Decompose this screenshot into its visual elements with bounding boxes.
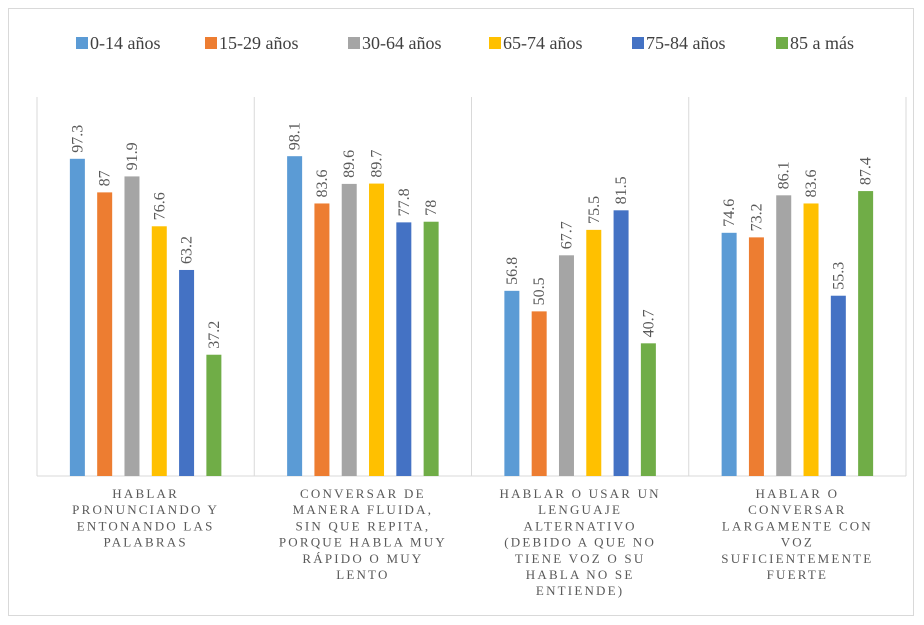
data-label: 55.3 bbox=[830, 262, 847, 290]
data-label: 89.7 bbox=[369, 150, 386, 178]
legend-label: 65-74 años bbox=[503, 33, 583, 53]
data-label: 67.7 bbox=[558, 221, 575, 249]
bar bbox=[314, 203, 330, 477]
bar bbox=[803, 203, 819, 477]
data-label: 89.6 bbox=[341, 150, 358, 178]
legend-swatch bbox=[348, 37, 360, 49]
bar bbox=[586, 229, 602, 476]
legend-swatch bbox=[632, 37, 644, 49]
data-label: 74.6 bbox=[721, 199, 738, 227]
bar bbox=[830, 295, 846, 476]
data-label: 73.2 bbox=[748, 203, 765, 231]
legend: 0-14 años 15-29 años 30-64 años 65-74 años 7… bbox=[76, 33, 854, 53]
bar bbox=[369, 183, 385, 476]
bar bbox=[504, 290, 520, 476]
category-label: HABLAR O USAR UN LENGUAJE ALTERNATIVO (DEBI… bbox=[500, 486, 661, 598]
bar bbox=[287, 156, 303, 476]
data-label: 75.5 bbox=[586, 196, 603, 224]
legend-swatch bbox=[776, 37, 788, 49]
bar bbox=[341, 183, 357, 477]
legend-item: 85 a más bbox=[776, 33, 854, 53]
legend-label: 85 a más bbox=[790, 33, 854, 53]
legend-item: 75-84 años bbox=[632, 33, 726, 53]
data-label: 98.1 bbox=[287, 122, 304, 150]
data-label: 86.1 bbox=[776, 161, 793, 189]
data-label: 56.8 bbox=[504, 257, 521, 285]
bar bbox=[396, 222, 412, 476]
legend-item: 65-74 años bbox=[489, 33, 583, 53]
data-label: 78 bbox=[423, 200, 440, 216]
data-label: 91.9 bbox=[124, 142, 141, 170]
category-label: CONVERSAR DE MANERA FLUIDA, SIN QUE REPITA… bbox=[279, 486, 447, 582]
data-label: 87.4 bbox=[858, 157, 875, 185]
legend-label: 15-29 años bbox=[219, 33, 299, 53]
data-label: 50.5 bbox=[531, 277, 548, 305]
bar bbox=[858, 191, 874, 477]
data-label: 37.2 bbox=[206, 321, 223, 349]
bar bbox=[179, 269, 195, 476]
legend-label: 30-64 años bbox=[362, 33, 442, 53]
bar bbox=[206, 354, 222, 476]
data-label: 63.2 bbox=[179, 236, 196, 264]
bar bbox=[531, 311, 547, 476]
data-label: 97.3 bbox=[69, 125, 86, 153]
legend-swatch bbox=[205, 37, 217, 49]
bar bbox=[776, 195, 792, 476]
plot-area: 97.3 87 91.9 76.6 63.2 37.2 98.1 83.6 89.6 89.7 77… bbox=[36, 97, 907, 477]
data-label: 83.6 bbox=[803, 169, 820, 197]
data-label: 81.5 bbox=[613, 176, 630, 204]
category-label: HABLAR O CONVERSAR LARGAMENTE CON VOZ SUFICI… bbox=[721, 486, 873, 582]
legend-label: 75-84 años bbox=[646, 33, 726, 53]
data-label: 76.6 bbox=[151, 192, 168, 220]
bar bbox=[69, 158, 85, 476]
legend-item: 15-29 años bbox=[205, 33, 299, 53]
bar bbox=[640, 343, 656, 476]
data-label: 77.8 bbox=[396, 188, 413, 216]
legend-item: 30-64 años bbox=[348, 33, 442, 53]
category-label: HABLAR PRONUNCIANDO Y ENTONANDO LAS PALABRA… bbox=[72, 486, 219, 550]
category-labels: HABLAR PRONUNCIANDO Y ENTONANDO LAS PALABRA… bbox=[72, 486, 873, 598]
bar bbox=[124, 176, 140, 476]
bar bbox=[423, 221, 439, 476]
bar bbox=[558, 255, 574, 476]
bar bbox=[613, 210, 629, 476]
legend-item: 0-14 años bbox=[76, 33, 161, 53]
data-label: 83.6 bbox=[314, 169, 331, 197]
legend-swatch bbox=[489, 37, 501, 49]
bar bbox=[151, 226, 167, 476]
bar bbox=[721, 232, 737, 476]
bar bbox=[97, 192, 113, 476]
data-label: 87 bbox=[97, 170, 114, 186]
legend-swatch bbox=[76, 37, 88, 49]
data-label: 40.7 bbox=[640, 309, 657, 337]
bar bbox=[748, 237, 764, 476]
legend-label: 0-14 años bbox=[90, 33, 161, 53]
